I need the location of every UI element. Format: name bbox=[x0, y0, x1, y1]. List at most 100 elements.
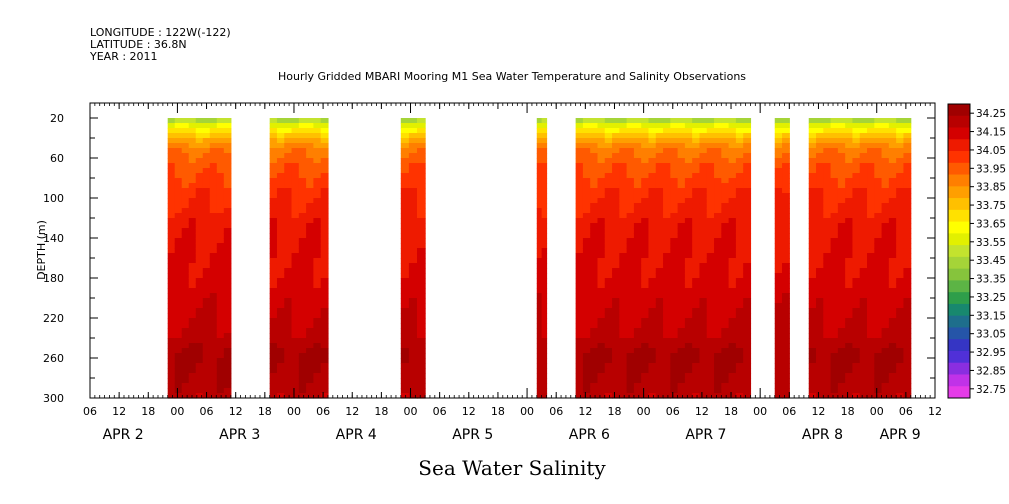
heatmap-cell bbox=[284, 118, 293, 124]
heatmap-cell bbox=[202, 128, 211, 134]
heatmap-cell bbox=[735, 243, 744, 249]
heatmap-cell bbox=[706, 283, 715, 289]
heatmap-cell bbox=[714, 328, 722, 334]
heatmap-cell bbox=[541, 258, 548, 264]
heatmap-cell bbox=[313, 333, 322, 339]
heatmap-cell bbox=[655, 123, 664, 129]
colorbar-swatch bbox=[948, 292, 970, 305]
heatmap-cell bbox=[202, 123, 211, 129]
heatmap-cell bbox=[743, 193, 752, 199]
heatmap-cell bbox=[284, 163, 293, 169]
heatmap-cell bbox=[859, 378, 868, 384]
heatmap-cell bbox=[195, 278, 204, 284]
heatmap-cell bbox=[816, 348, 824, 354]
heatmap-cell bbox=[612, 213, 620, 219]
heatmap-cell bbox=[612, 348, 620, 354]
heatmap-cell bbox=[896, 318, 905, 324]
heatmap-cell bbox=[684, 258, 693, 264]
heatmap-cell bbox=[291, 298, 300, 304]
heatmap-cell bbox=[174, 288, 183, 294]
heatmap-cell bbox=[837, 383, 846, 389]
heatmap-cell bbox=[209, 268, 218, 274]
heatmap-cell bbox=[823, 153, 832, 159]
heatmap-cell bbox=[845, 158, 854, 164]
heatmap-cell bbox=[633, 188, 642, 194]
heatmap-cell bbox=[284, 248, 293, 254]
heatmap-cell bbox=[670, 138, 679, 144]
heatmap-cell bbox=[888, 153, 897, 159]
heatmap-cell bbox=[298, 133, 307, 139]
heatmap-cell bbox=[743, 158, 752, 164]
heatmap-cell bbox=[728, 263, 737, 269]
heatmap-cell bbox=[874, 173, 883, 179]
heatmap-cell bbox=[626, 288, 635, 294]
heatmap-cell bbox=[816, 168, 824, 174]
heatmap-cell bbox=[400, 243, 410, 249]
heatmap-cell bbox=[167, 368, 176, 374]
heatmap-cell bbox=[837, 338, 846, 344]
heatmap-cell bbox=[903, 138, 912, 144]
heatmap-cell bbox=[216, 273, 225, 279]
heatmap-cell bbox=[590, 148, 599, 154]
heatmap-cell bbox=[541, 368, 548, 374]
heatmap-cell bbox=[774, 388, 783, 394]
heatmap-cell bbox=[845, 263, 854, 269]
heatmap-cell bbox=[195, 143, 204, 149]
heatmap-cell bbox=[181, 348, 190, 354]
heatmap-cell bbox=[663, 263, 671, 269]
heatmap-cell bbox=[541, 373, 548, 379]
heatmap-cell bbox=[728, 248, 737, 254]
heatmap-cell bbox=[276, 123, 285, 129]
heatmap-cell bbox=[888, 193, 897, 199]
heatmap-cell bbox=[852, 298, 861, 304]
heatmap-cell bbox=[888, 298, 897, 304]
heatmap-cell bbox=[284, 278, 293, 284]
heatmap-cell bbox=[188, 233, 197, 239]
heatmap-cell bbox=[619, 383, 628, 389]
heatmap-cell bbox=[209, 273, 218, 279]
heatmap-cell bbox=[202, 378, 211, 384]
heatmap-cell bbox=[655, 213, 664, 219]
heatmap-cell bbox=[298, 158, 307, 164]
heatmap-cell bbox=[313, 248, 322, 254]
heatmap-cell bbox=[845, 248, 854, 254]
heatmap-cell bbox=[408, 373, 418, 379]
day-label: APR 7 bbox=[685, 427, 726, 443]
data-segment bbox=[536, 118, 548, 399]
heatmap-cell bbox=[663, 148, 671, 154]
heatmap-cell bbox=[655, 208, 664, 214]
heatmap-cell bbox=[541, 263, 548, 269]
heatmap-cell bbox=[291, 313, 300, 319]
heatmap-cell bbox=[816, 173, 824, 179]
heatmap-cell bbox=[604, 123, 613, 129]
heatmap-cell bbox=[837, 133, 846, 139]
heatmap-cell bbox=[774, 333, 783, 339]
heatmap-cell bbox=[298, 268, 307, 274]
heatmap-cell bbox=[663, 318, 671, 324]
heatmap-cell bbox=[859, 283, 868, 289]
heatmap-cell bbox=[209, 338, 218, 344]
heatmap-cell bbox=[684, 313, 693, 319]
heatmap-cell bbox=[320, 303, 329, 309]
heatmap-cell bbox=[223, 143, 232, 149]
x-tick-label: 18 bbox=[258, 405, 272, 418]
heatmap-cell bbox=[903, 333, 912, 339]
heatmap-cell bbox=[677, 133, 686, 139]
heatmap-cell bbox=[541, 233, 548, 239]
heatmap-cell bbox=[845, 138, 854, 144]
heatmap-cell bbox=[663, 393, 671, 399]
heatmap-cell bbox=[202, 168, 211, 174]
heatmap-cell bbox=[641, 128, 650, 134]
heatmap-cell bbox=[837, 158, 846, 164]
heatmap-cell bbox=[823, 258, 832, 264]
heatmap-cell bbox=[320, 208, 329, 214]
heatmap-cell bbox=[852, 343, 861, 349]
heatmap-cell bbox=[619, 218, 628, 224]
heatmap-cell bbox=[541, 203, 548, 209]
heatmap-cell bbox=[269, 193, 278, 199]
heatmap-cell bbox=[174, 363, 183, 369]
heatmap-cell bbox=[721, 158, 730, 164]
y-tick-label: 260 bbox=[43, 352, 64, 365]
heatmap-cell bbox=[195, 288, 204, 294]
heatmap-cell bbox=[590, 328, 599, 334]
